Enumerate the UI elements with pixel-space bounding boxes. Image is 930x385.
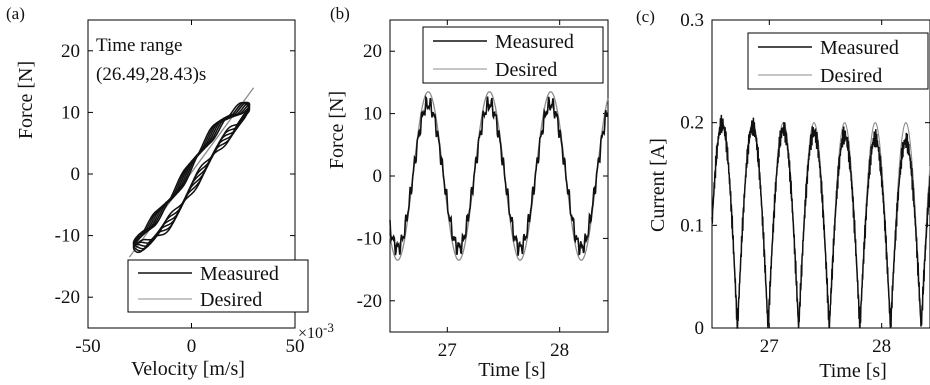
y-axis-label: Current [A]: [647, 138, 669, 232]
x-axis-label: Velocity [m/s]: [131, 358, 245, 380]
x-tick-label: 0: [187, 336, 197, 357]
legend-label-desired: Desired: [200, 289, 262, 311]
x-axis-label: Time [s]: [478, 359, 546, 381]
panel-label: (c): [636, 7, 655, 26]
x-axis-label: Time [s]: [819, 360, 887, 382]
legend-label-measured: Measured: [495, 31, 574, 53]
y-tick-label: -10: [55, 226, 80, 247]
legend-label-desired: Desired: [820, 65, 882, 87]
legend-label-measured: Measured: [820, 37, 899, 59]
x-tick-label: 50: [286, 336, 305, 357]
y-tick-label: 20: [61, 41, 80, 62]
legend-box: [747, 32, 929, 90]
series-measured: [132, 101, 251, 254]
y-axis-label: Force [N]: [15, 61, 37, 139]
legend-box: [422, 26, 604, 84]
legend-label-desired: Desired: [495, 59, 557, 81]
x-tick-label: 27: [438, 340, 457, 361]
x-tick-label: 27: [760, 336, 779, 357]
panel-a: (a) -50 0 50 -20 -10 0 10 20 Velocity [m/s] Force …: [6, 4, 334, 380]
panel-label: (a): [6, 4, 25, 23]
panel-label: (b): [330, 4, 350, 23]
series-measured: [389, 94, 609, 256]
y-tick-label: -20: [357, 291, 382, 312]
panel-c: (c) 27 28 0 0.1 0.2 0.3 Time [s] Current [A] Meas…: [636, 7, 930, 382]
y-tick-label: 0.3: [680, 10, 704, 31]
y-tick-label: 20: [363, 41, 382, 62]
x-multiplier: ×10-3: [298, 320, 334, 342]
y-tick-label: -10: [357, 228, 382, 249]
y-tick-label: 10: [61, 102, 80, 123]
series-desired: [389, 91, 609, 261]
legend-box: [127, 259, 309, 313]
x-tick-label: 28: [872, 336, 891, 357]
y-tick-label: 10: [363, 104, 382, 125]
annotation-line-2: (26.49,28.43)s: [96, 64, 206, 85]
y-tick-label: 0.2: [680, 113, 704, 134]
y-tick-label: 0.1: [680, 215, 704, 236]
annotation-line-1: Time range: [96, 35, 182, 56]
y-tick-label: 0: [71, 164, 81, 185]
x-tick-label: -50: [75, 336, 100, 357]
legend-label-measured: Measured: [200, 263, 279, 285]
y-tick-label: -20: [55, 287, 80, 308]
y-tick-label: 0: [373, 166, 383, 187]
y-axis-label: Force [N]: [326, 91, 348, 169]
panel-b: (b) 27 28 -20 -10 0 10 20 Time [s] Force [N] Measu…: [326, 4, 609, 381]
plot-frame: [711, 19, 930, 329]
series-measured: [711, 114, 930, 329]
y-tick-label: 0: [695, 318, 705, 339]
x-tick-label: 28: [550, 340, 569, 361]
